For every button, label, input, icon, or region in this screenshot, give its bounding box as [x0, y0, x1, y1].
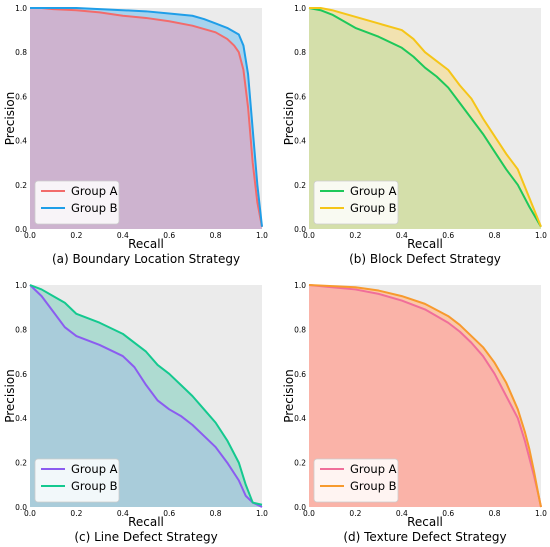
- y-tick-label: 0.4: [294, 137, 306, 146]
- x-tick-label: 0.4: [117, 509, 129, 518]
- y-tick-label: 0.0: [294, 225, 306, 234]
- x-axis-label: Recall: [128, 237, 164, 251]
- x-tick-label: 0.2: [349, 231, 361, 240]
- legend-label: Group B: [71, 201, 118, 215]
- x-tick-label: 0.6: [163, 231, 175, 240]
- series-area-group-a: [309, 285, 541, 507]
- x-tick-label: 1.0: [256, 231, 268, 240]
- legend-label: Group B: [350, 479, 397, 493]
- x-tick-label: 1.0: [535, 509, 547, 518]
- y-tick-label: 1.0: [294, 4, 306, 13]
- x-tick-label: 0.4: [396, 509, 408, 518]
- y-axis-label: Precision: [282, 369, 296, 423]
- series-line-group-b: [309, 7, 542, 228]
- series-line-group-a: [30, 7, 263, 227]
- y-tick-label: 1.0: [15, 4, 27, 13]
- x-tick-label: 0.4: [396, 231, 408, 240]
- x-tick-label: 0.6: [442, 231, 454, 240]
- y-tick-label: 0.4: [294, 414, 306, 423]
- y-tick-label: 0.6: [15, 370, 27, 379]
- x-tick-label: 0.0: [303, 509, 315, 518]
- y-tick-label: 0.8: [294, 48, 306, 57]
- x-tick-label: 0.6: [442, 509, 454, 518]
- series-line-group-b: [29, 284, 263, 506]
- legend-label: Group A: [71, 462, 118, 476]
- y-tick-label: 0.2: [15, 181, 27, 190]
- y-axis-label: Precision: [3, 92, 17, 146]
- x-tick-label: 1.0: [256, 509, 268, 518]
- y-tick-label: 0.4: [15, 414, 27, 423]
- panel-d: 0.0 0.2 0.4 0.6 0.8 1.0 0.0 0.2 0.4 0.6 0.8 1.0 Reca…: [282, 281, 547, 544]
- y-tick-label: 1.0: [294, 281, 306, 290]
- panel-a: 0.0 0.2 0.4 0.6 0.8 1.0 0.0 0.2 0.4 0.6 0.8 1.0 Reca…: [3, 4, 268, 266]
- legend: Group A Group B: [34, 180, 120, 225]
- x-tick-label: 1.0: [535, 231, 547, 240]
- x-axis-label: Recall: [407, 515, 443, 529]
- y-axis-label: Precision: [282, 92, 296, 146]
- series-line-group-a: [308, 284, 542, 508]
- y-tick-label: 0.4: [15, 137, 27, 146]
- panel-caption: (d) Texture Defect Strategy: [343, 530, 506, 544]
- legend-label: Group A: [350, 462, 397, 476]
- series-line-group-b: [30, 7, 263, 227]
- x-tick-label: 0.8: [489, 509, 501, 518]
- series-line-group-b: [308, 284, 542, 508]
- legend-label: Group B: [71, 479, 118, 493]
- x-axis-label: Recall: [128, 515, 164, 529]
- y-tick-label: 0.0: [15, 225, 27, 234]
- series-area-group-a: [30, 8, 262, 229]
- legend: Group A Group B: [34, 458, 120, 503]
- y-tick-label: 0.2: [294, 181, 306, 190]
- legend-label: Group A: [71, 184, 118, 198]
- x-tick-label: 0.2: [70, 231, 82, 240]
- y-tick-label: 0.2: [294, 459, 306, 468]
- panel-c: 0.0 0.2 0.4 0.6 0.8 1.0 0.0 0.2 0.4 0.6 0.8 1.0 Reca…: [3, 281, 268, 544]
- y-tick-label: 0.0: [294, 503, 306, 512]
- legend: Group A Group B: [313, 180, 399, 225]
- panel-caption: (a) Boundary Location Strategy: [52, 252, 240, 266]
- y-tick-label: 0.8: [15, 48, 27, 57]
- x-tick-label: 0.8: [210, 231, 222, 240]
- x-tick-label: 0.6: [163, 509, 175, 518]
- y-tick-label: 0.8: [294, 325, 306, 334]
- x-tick-label: 0.8: [210, 509, 222, 518]
- series-line-group-a: [29, 284, 263, 508]
- x-tick-label: 0.0: [24, 231, 36, 240]
- legend-label: Group B: [350, 201, 397, 215]
- y-tick-label: 0.0: [15, 503, 27, 512]
- x-tick-label: 0.0: [24, 509, 36, 518]
- panel-caption: (b) Block Defect Strategy: [349, 252, 501, 266]
- series-area-group-a: [309, 8, 541, 229]
- y-tick-label: 0.6: [294, 370, 306, 379]
- series-line-group-a: [308, 7, 542, 228]
- x-tick-label: 0.8: [489, 231, 501, 240]
- panel-caption: (c) Line Defect Strategy: [74, 530, 217, 544]
- x-tick-label: 0.2: [70, 509, 82, 518]
- panel-b: 0.0 0.2 0.4 0.6 0.8 1.0 0.0 0.2 0.4 0.6 0.8 1.0 Reca…: [282, 4, 547, 266]
- y-tick-label: 1.0: [15, 281, 27, 290]
- legend-label: Group A: [350, 184, 397, 198]
- x-tick-label: 0.2: [349, 509, 361, 518]
- x-axis-label: Recall: [407, 237, 443, 251]
- y-tick-label: 0.2: [15, 459, 27, 468]
- y-tick-label: 0.6: [294, 92, 306, 101]
- x-tick-label: 0.4: [117, 231, 129, 240]
- y-tick-label: 0.8: [15, 325, 27, 334]
- legend: Group A Group B: [313, 458, 399, 503]
- y-axis-label: Precision: [3, 369, 17, 423]
- y-tick-label: 0.6: [15, 92, 27, 101]
- x-tick-label: 0.0: [303, 231, 315, 240]
